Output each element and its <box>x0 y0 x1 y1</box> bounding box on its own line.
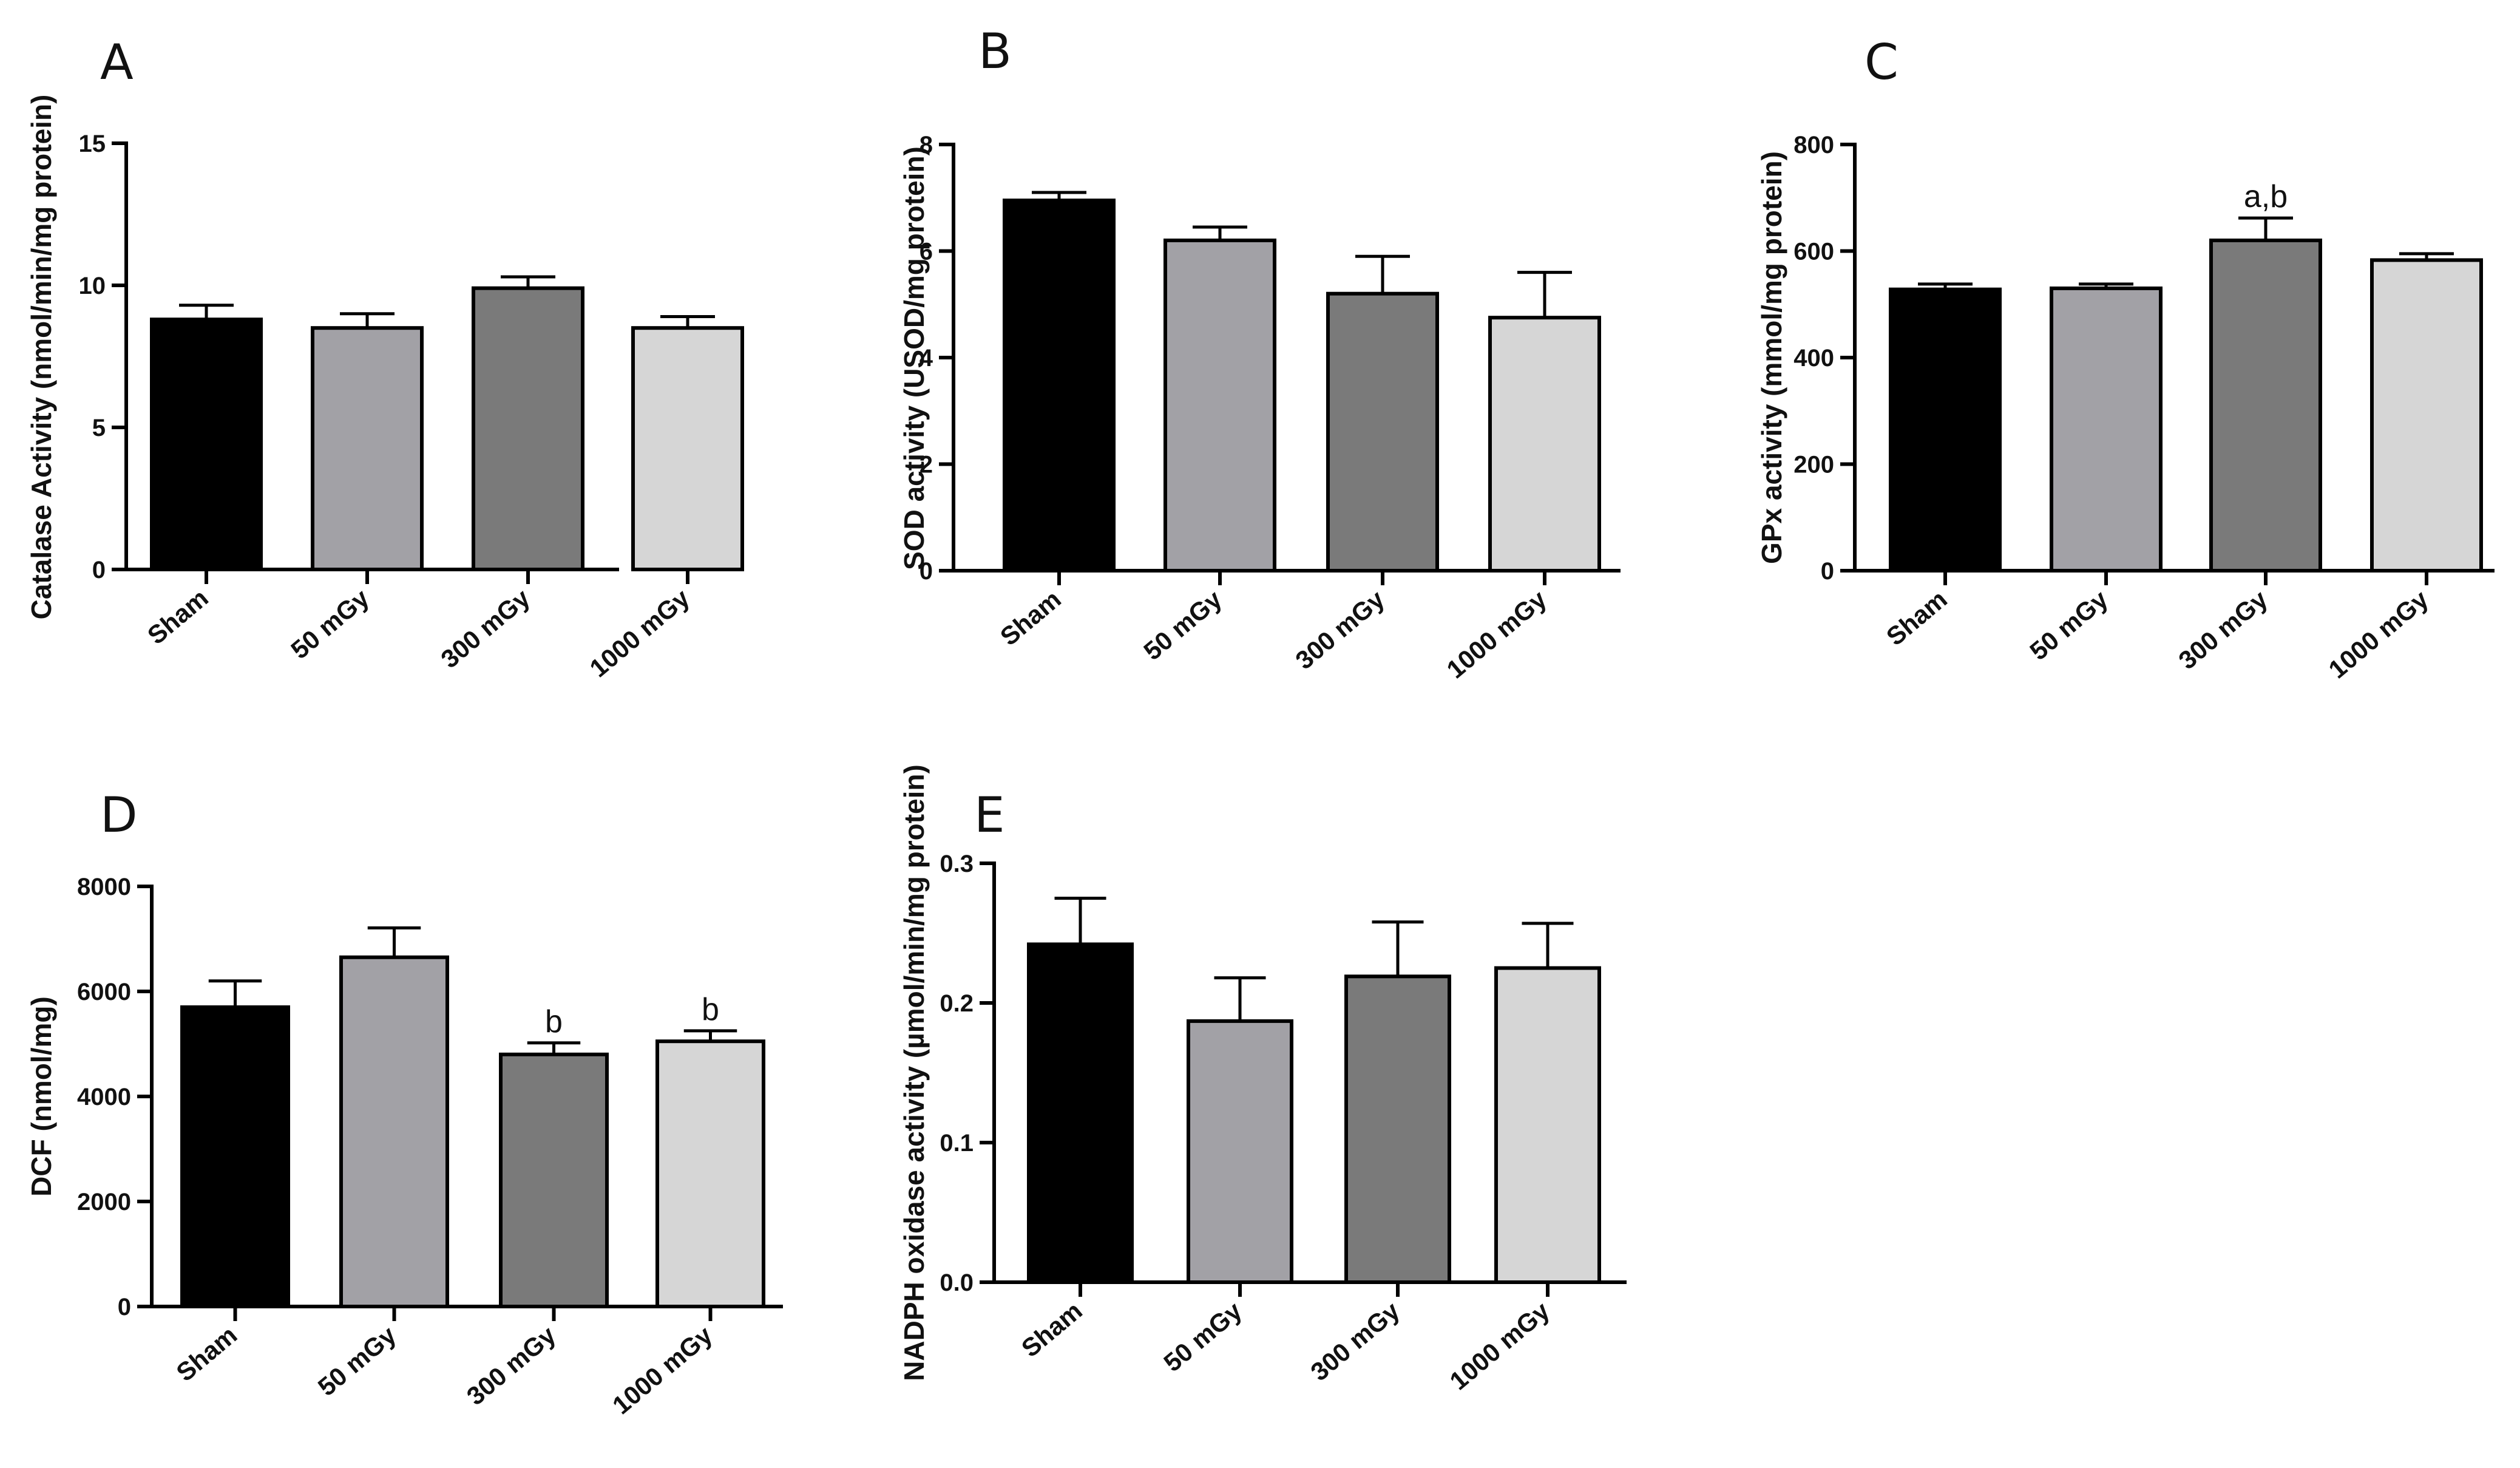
y-axis-title: Catalase Activity (nmol/min/mg protein) <box>25 95 57 620</box>
y-axis-title: NADPH oxidase activity (µmol/min/mg prot… <box>898 764 930 1381</box>
x-tick-label: 1000 mGy <box>2323 584 2434 684</box>
bar-sham <box>1889 287 2002 573</box>
x-tick-label: 50 mGy <box>2024 584 2113 665</box>
bar-50-mgy <box>2050 286 2163 573</box>
y-tick-label: 6000 <box>77 979 131 1005</box>
significance-label: b <box>702 992 719 1027</box>
y-tick-label: 600 <box>1793 239 1834 265</box>
panel-c: C GPx activity (mmol/mg protein) 0 200 400 60… <box>1756 34 2495 684</box>
significance-label: a,b <box>2244 179 2288 214</box>
bar-1000-mgy <box>631 326 744 571</box>
bar-300-mgy <box>2209 238 2322 573</box>
bar-1000-mgy <box>655 1039 765 1309</box>
y-tick-label: 10 <box>79 273 106 299</box>
x-tick-label: 50 mGy <box>1158 1296 1247 1377</box>
y-tick-label: 0.1 <box>940 1130 974 1157</box>
y-tick-label: 400 <box>1793 345 1834 372</box>
x-tick-label: 1000 mGy <box>1445 1296 1556 1395</box>
panel-d: D DCF (nmol/mg) 0 2000 4000 6000 8000 Sham 50 mG… <box>25 787 783 1419</box>
bar-sham <box>150 318 263 571</box>
panel-label: E <box>974 787 1005 843</box>
x-tick-label: Sham <box>171 1320 242 1387</box>
y-tick-label: 0 <box>118 1294 131 1320</box>
x-tick-label: 50 mGy <box>313 1320 402 1401</box>
y-tick-label: 8 <box>920 132 933 158</box>
x-tick-label: Sham <box>1881 585 1953 651</box>
bar-sham <box>180 1005 290 1308</box>
x-tick-label: 50 mGy <box>285 583 374 664</box>
y-tick-label: 0 <box>1821 558 1834 585</box>
bar-1000-mgy <box>2370 258 2483 573</box>
bar-1000-mgy <box>1494 966 1601 1284</box>
x-tick-label: 1000 mGy <box>1441 584 1553 684</box>
x-tick-label: 300 mGy <box>2173 584 2273 675</box>
panel-label: C <box>1865 34 1898 90</box>
bar-300-mgy <box>1344 974 1451 1285</box>
panel-b: B SOD activity (USOD/mg protein)0 2 4 6 8 Sham… <box>898 23 1621 684</box>
bar-50-mgy <box>1187 1019 1293 1285</box>
significance-label: b <box>545 1004 563 1039</box>
y-tick-label: 0.0 <box>940 1269 974 1296</box>
bar-300-mgy <box>499 1052 609 1309</box>
y-tick-label: 4000 <box>77 1084 131 1110</box>
panel-label: D <box>100 787 138 843</box>
y-tick-label: 6 <box>920 239 933 265</box>
y-tick-label: 2000 <box>77 1189 131 1215</box>
panel-label: A <box>100 34 134 90</box>
panel-e: E NADPH oxidase activity (µmol/min/mg pro… <box>898 764 1627 1395</box>
y-tick-label: 0.2 <box>940 990 974 1017</box>
y-tick-label: 8000 <box>77 874 131 900</box>
y-tick-label: 200 <box>1793 452 1834 478</box>
y-tick-label: 0 <box>92 557 106 583</box>
x-tick-label: 1000 mGy <box>584 583 696 682</box>
bar-300-mgy <box>1326 291 1439 573</box>
x-tick-label: Sham <box>995 585 1066 651</box>
bar-50-mgy <box>311 326 424 571</box>
bar-50-mgy <box>1163 238 1276 573</box>
y-tick-label: 0.3 <box>940 851 974 877</box>
y-tick-label: 0 <box>920 558 933 585</box>
y-tick-label: 15 <box>79 131 106 157</box>
y-tick-label: 5 <box>92 415 106 441</box>
panel-a: A Catalase Activity (nmol/min/mg protein)… <box>25 34 744 682</box>
y-axis-title: GPx activity (mmol/mg protein) <box>1756 151 1787 564</box>
x-tick-label: Sham <box>142 583 214 650</box>
panel-label: B <box>978 23 1012 80</box>
x-tick-label: 300 mGy <box>435 583 535 673</box>
bar-50-mgy <box>339 955 449 1308</box>
y-tick-label: 2 <box>920 452 933 478</box>
bar-300-mgy <box>472 286 584 571</box>
bar-1000-mgy <box>1488 316 1601 573</box>
x-tick-label: 300 mGy <box>461 1320 561 1410</box>
y-axis-title: DCF (nmol/mg) <box>25 996 57 1197</box>
y-tick-label: 4 <box>920 345 933 372</box>
x-tick-label: Sham <box>1016 1296 1088 1363</box>
x-tick-label: 300 mGy <box>1290 584 1390 675</box>
y-tick-label: 800 <box>1793 132 1834 158</box>
bar-sham <box>1003 199 1116 573</box>
y-axis-title: SOD activity (USOD/mg protein) <box>898 146 930 570</box>
bar-sham <box>1027 942 1134 1284</box>
x-tick-label: 300 mGy <box>1305 1296 1405 1386</box>
x-tick-label: 1000 mGy <box>607 1320 718 1419</box>
x-tick-label: 50 mGy <box>1138 584 1227 665</box>
